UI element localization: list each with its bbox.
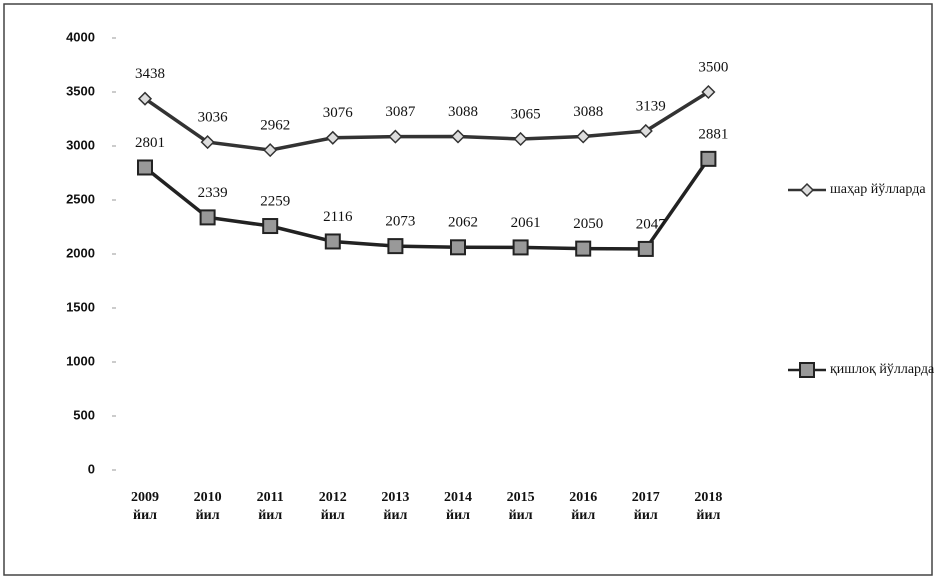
- x-tick-label: 2010 йил: [193, 490, 222, 523]
- x-tick-label: 2016 йил: [569, 490, 598, 523]
- marker: [262, 218, 279, 235]
- line: [144, 90, 710, 152]
- data-label: 2050: [573, 216, 603, 232]
- data-label: 3065: [511, 106, 541, 122]
- x-tick-label: 2013 йил: [381, 490, 410, 523]
- legend-label: қишлоқ йўлларда: [830, 362, 935, 377]
- frame: [3, 3, 933, 576]
- marker: [137, 91, 153, 106]
- marker: [512, 239, 529, 256]
- data-label: 2116: [323, 209, 353, 225]
- x-tick-label: 2014 йил: [444, 490, 472, 523]
- line: [143, 157, 710, 251]
- marker: [700, 150, 717, 167]
- data-label: 2881: [698, 126, 728, 142]
- marker: [576, 129, 591, 144]
- x-tick-label: 2018 йил: [694, 490, 723, 523]
- data-label: 3076: [323, 105, 354, 121]
- legend-marker: [799, 182, 815, 198]
- x-tick-label: 2012 йил: [318, 490, 347, 523]
- data-label: 2801: [135, 135, 165, 151]
- y-tick-label: 3000: [66, 137, 95, 152]
- marker: [450, 129, 466, 144]
- legend-marker: [799, 362, 815, 378]
- marker: [199, 209, 216, 226]
- marker: [450, 239, 466, 256]
- data-label: 3139: [636, 98, 666, 114]
- data-label: 3438: [135, 66, 165, 82]
- y-tick-label: 500: [73, 407, 95, 422]
- y-tick-label: 0: [88, 461, 95, 476]
- data-label: 3500: [698, 59, 728, 75]
- marker: [513, 131, 528, 147]
- marker: [263, 143, 278, 158]
- x-tick-label: 2011 йил: [256, 490, 284, 523]
- marker: [325, 130, 340, 145]
- marker: [387, 238, 404, 255]
- marker: [200, 135, 215, 150]
- y-tick-label: 2000: [66, 245, 95, 260]
- data-label: 2073: [385, 214, 415, 230]
- data-label: 2061: [511, 215, 541, 231]
- marker: [388, 129, 403, 144]
- marker: [701, 84, 716, 100]
- x-tick-label: 2017 йил: [631, 490, 660, 523]
- data-label: 2259: [260, 193, 290, 209]
- marker: [324, 233, 341, 250]
- y-tick-label: 1500: [66, 299, 95, 314]
- x-tick-label: 2015 йил: [506, 490, 535, 523]
- marker: [575, 240, 592, 257]
- marker: [137, 159, 153, 176]
- data-label: 3087: [385, 104, 416, 120]
- legend-label: шаҳар йўлларда: [830, 182, 926, 197]
- data-label: 3036: [198, 110, 229, 126]
- x-tick-label: 2009 йил: [131, 490, 159, 523]
- marker: [637, 240, 654, 257]
- y-tick-label: 4000: [66, 29, 95, 44]
- data-label: 2047: [636, 216, 667, 232]
- marker: [638, 123, 653, 139]
- y-tick-label: 3500: [66, 83, 95, 98]
- data-label: 3088: [573, 104, 603, 120]
- data-label: 2962: [260, 118, 290, 134]
- data-label: 2339: [198, 185, 228, 201]
- data-label: 3088: [448, 104, 478, 120]
- y-tick-label: 1000: [66, 353, 95, 368]
- y-tick-label: 2500: [66, 191, 95, 206]
- data-label: 2062: [448, 215, 478, 231]
